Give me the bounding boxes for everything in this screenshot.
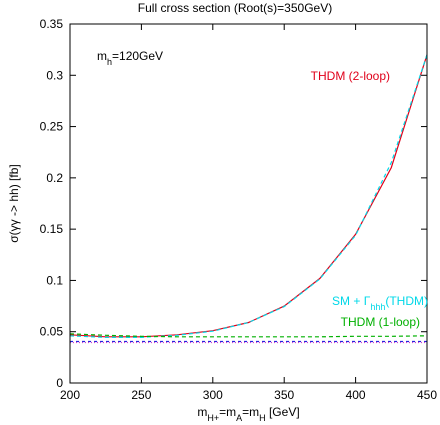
legend: THDM (2-loop) SM + Γhhh(THDM) THDM (1-loop… <box>311 69 428 329</box>
y-axis-label: σ(γγ -> hh) [fb] <box>7 164 21 242</box>
y-tick-label: 0.2 <box>46 171 63 185</box>
x-tick-label: 350 <box>274 388 294 402</box>
y-tick-label: 0.35 <box>40 17 64 31</box>
y-tick-label: 0.25 <box>40 120 64 134</box>
x-tick-label: 200 <box>60 388 80 402</box>
y-tick-label: 0.15 <box>40 222 64 236</box>
plot-frame <box>69 23 428 384</box>
x-axis-label: mH+=mA=mH [GeV] <box>197 405 299 423</box>
series-layer <box>69 54 428 344</box>
series-line-sm-hhh-thdm <box>69 54 428 338</box>
mass-annotation: mh=120GeV <box>97 49 163 67</box>
tick-labels: 200 250 300 350 400 450 0 0.05 0.1 0.15 0.2 0.25 0.3… <box>40 17 438 402</box>
x-tick-label: 400 <box>346 388 366 402</box>
x-tick-label: 450 <box>417 388 437 402</box>
legend-label: SM + Γhhh(THDM) <box>332 294 428 312</box>
y-tick-label: 0 <box>56 376 63 390</box>
series-line-thdm-1-loop <box>69 333 428 338</box>
series-line-thdm-2-loop <box>69 54 428 338</box>
legend-label: THDM (1-loop) <box>341 315 420 329</box>
y-tick-label: 0.05 <box>40 325 64 339</box>
x-tick-label: 300 <box>203 388 223 402</box>
legend-label: THDM (2-loop) <box>311 69 390 83</box>
x-tick-label: 250 <box>131 388 151 402</box>
y-tick-label: 0.3 <box>46 68 63 82</box>
y-tick-label: 0.1 <box>46 273 63 287</box>
chart-title: Full cross section (Root(s)=350GeV) <box>138 1 332 15</box>
